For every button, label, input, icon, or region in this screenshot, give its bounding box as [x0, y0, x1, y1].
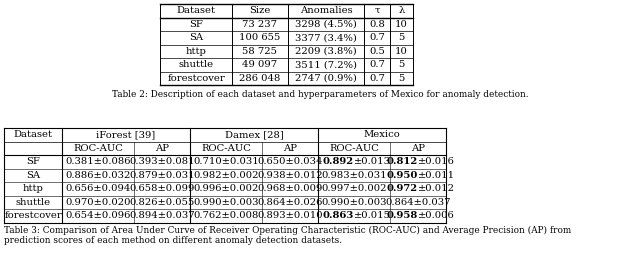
Text: 0.958: 0.958: [387, 211, 418, 220]
Text: 0.5: 0.5: [369, 47, 385, 56]
Text: 0.997±0.002: 0.997±0.002: [321, 184, 387, 193]
Text: SF: SF: [26, 157, 40, 166]
Text: 0.7: 0.7: [369, 33, 385, 42]
Text: 0.968±0.009: 0.968±0.009: [257, 184, 323, 193]
Text: http: http: [22, 184, 44, 193]
Text: ±0.015: ±0.015: [354, 211, 391, 220]
Text: 0.970±0.020: 0.970±0.020: [65, 198, 131, 207]
Text: http: http: [186, 47, 207, 56]
Text: AP: AP: [155, 144, 169, 153]
Text: 0.656±0.094: 0.656±0.094: [65, 184, 131, 193]
Text: SA: SA: [189, 33, 203, 42]
Text: 0.812: 0.812: [387, 157, 418, 166]
Text: 0.863: 0.863: [323, 211, 354, 220]
Text: Size: Size: [250, 6, 271, 15]
Text: 0.650±0.034: 0.650±0.034: [257, 157, 323, 166]
Text: 10: 10: [395, 47, 408, 56]
Text: 0.938±0.012: 0.938±0.012: [257, 171, 323, 180]
Text: Dataset: Dataset: [177, 6, 216, 15]
Text: 286 048: 286 048: [239, 74, 281, 83]
Text: 0.762±0.008: 0.762±0.008: [193, 211, 259, 220]
Text: forestcover: forestcover: [4, 211, 62, 220]
Text: τ: τ: [374, 6, 380, 15]
Text: 49 097: 49 097: [243, 60, 278, 69]
Text: AP: AP: [283, 144, 297, 153]
Text: 0.393±0.081: 0.393±0.081: [129, 157, 195, 166]
Text: ROC-AUC: ROC-AUC: [73, 144, 123, 153]
Text: Anomalies: Anomalies: [300, 6, 352, 15]
Text: 0.990±0.003: 0.990±0.003: [193, 198, 259, 207]
Text: 5: 5: [398, 60, 404, 69]
Text: 0.892: 0.892: [323, 157, 354, 166]
Text: 0.826±0.055: 0.826±0.055: [129, 198, 195, 207]
Text: Mexico: Mexico: [364, 130, 401, 139]
Text: 2209 (3.8%): 2209 (3.8%): [295, 47, 357, 56]
Text: λ: λ: [398, 6, 404, 15]
Text: 0.894±0.037: 0.894±0.037: [129, 211, 195, 220]
Text: shuttle: shuttle: [179, 60, 214, 69]
Text: 0.654±0.096: 0.654±0.096: [65, 211, 131, 220]
Text: 73 237: 73 237: [243, 20, 278, 29]
Text: Table 3: Comparison of Area Under Curve of Receiver Operating Characteristic (RO: Table 3: Comparison of Area Under Curve …: [4, 225, 572, 245]
Text: 2747 (0.9%): 2747 (0.9%): [295, 74, 357, 83]
Text: Table 2: Description of each dataset and hyperparameters of Mexico for anomaly d: Table 2: Description of each dataset and…: [112, 90, 528, 99]
Text: 0.7: 0.7: [369, 60, 385, 69]
Text: 0.864±0.026: 0.864±0.026: [257, 198, 323, 207]
Text: SA: SA: [26, 171, 40, 180]
Text: 3377 (3.4%): 3377 (3.4%): [295, 33, 357, 42]
Text: 58 725: 58 725: [243, 47, 278, 56]
Text: 0.950: 0.950: [387, 171, 418, 180]
Text: 0.381±0.086: 0.381±0.086: [65, 157, 131, 166]
Text: 100 655: 100 655: [239, 33, 281, 42]
Text: ±0.012: ±0.012: [418, 184, 455, 193]
Text: AP: AP: [411, 144, 425, 153]
Text: Dataset: Dataset: [13, 130, 52, 139]
Text: 5: 5: [398, 33, 404, 42]
Text: 0.879±0.031: 0.879±0.031: [129, 171, 195, 180]
Text: 5: 5: [398, 74, 404, 83]
Text: 0.710±0.031: 0.710±0.031: [193, 157, 259, 166]
Text: 0.982±0.002: 0.982±0.002: [193, 171, 259, 180]
Text: SF: SF: [189, 20, 203, 29]
Text: 3298 (4.5%): 3298 (4.5%): [295, 20, 357, 29]
Text: ±0.013: ±0.013: [354, 157, 391, 166]
Text: 0.864±0.037: 0.864±0.037: [385, 198, 451, 207]
Text: 0.893±0.010: 0.893±0.010: [257, 211, 323, 220]
Text: 10: 10: [395, 20, 408, 29]
Text: shuttle: shuttle: [15, 198, 51, 207]
Text: 0.972: 0.972: [387, 184, 418, 193]
Text: ±0.016: ±0.016: [418, 157, 455, 166]
Text: 0.983±0.031: 0.983±0.031: [321, 171, 387, 180]
Text: 0.8: 0.8: [369, 20, 385, 29]
Text: 0.886±0.032: 0.886±0.032: [65, 171, 131, 180]
Text: 0.990±0.003: 0.990±0.003: [321, 198, 387, 207]
Text: ROC-AUC: ROC-AUC: [329, 144, 379, 153]
Text: ROC-AUC: ROC-AUC: [201, 144, 251, 153]
Text: 0.996±0.002: 0.996±0.002: [193, 184, 259, 193]
Text: 0.7: 0.7: [369, 74, 385, 83]
Text: 0.658±0.099: 0.658±0.099: [129, 184, 195, 193]
Text: 3511 (7.2%): 3511 (7.2%): [295, 60, 357, 69]
Text: Damex [28]: Damex [28]: [225, 130, 284, 139]
Text: ±0.006: ±0.006: [418, 211, 455, 220]
Text: iForest [39]: iForest [39]: [97, 130, 156, 139]
Text: forestcover: forestcover: [167, 74, 225, 83]
Text: ±0.011: ±0.011: [418, 171, 455, 180]
